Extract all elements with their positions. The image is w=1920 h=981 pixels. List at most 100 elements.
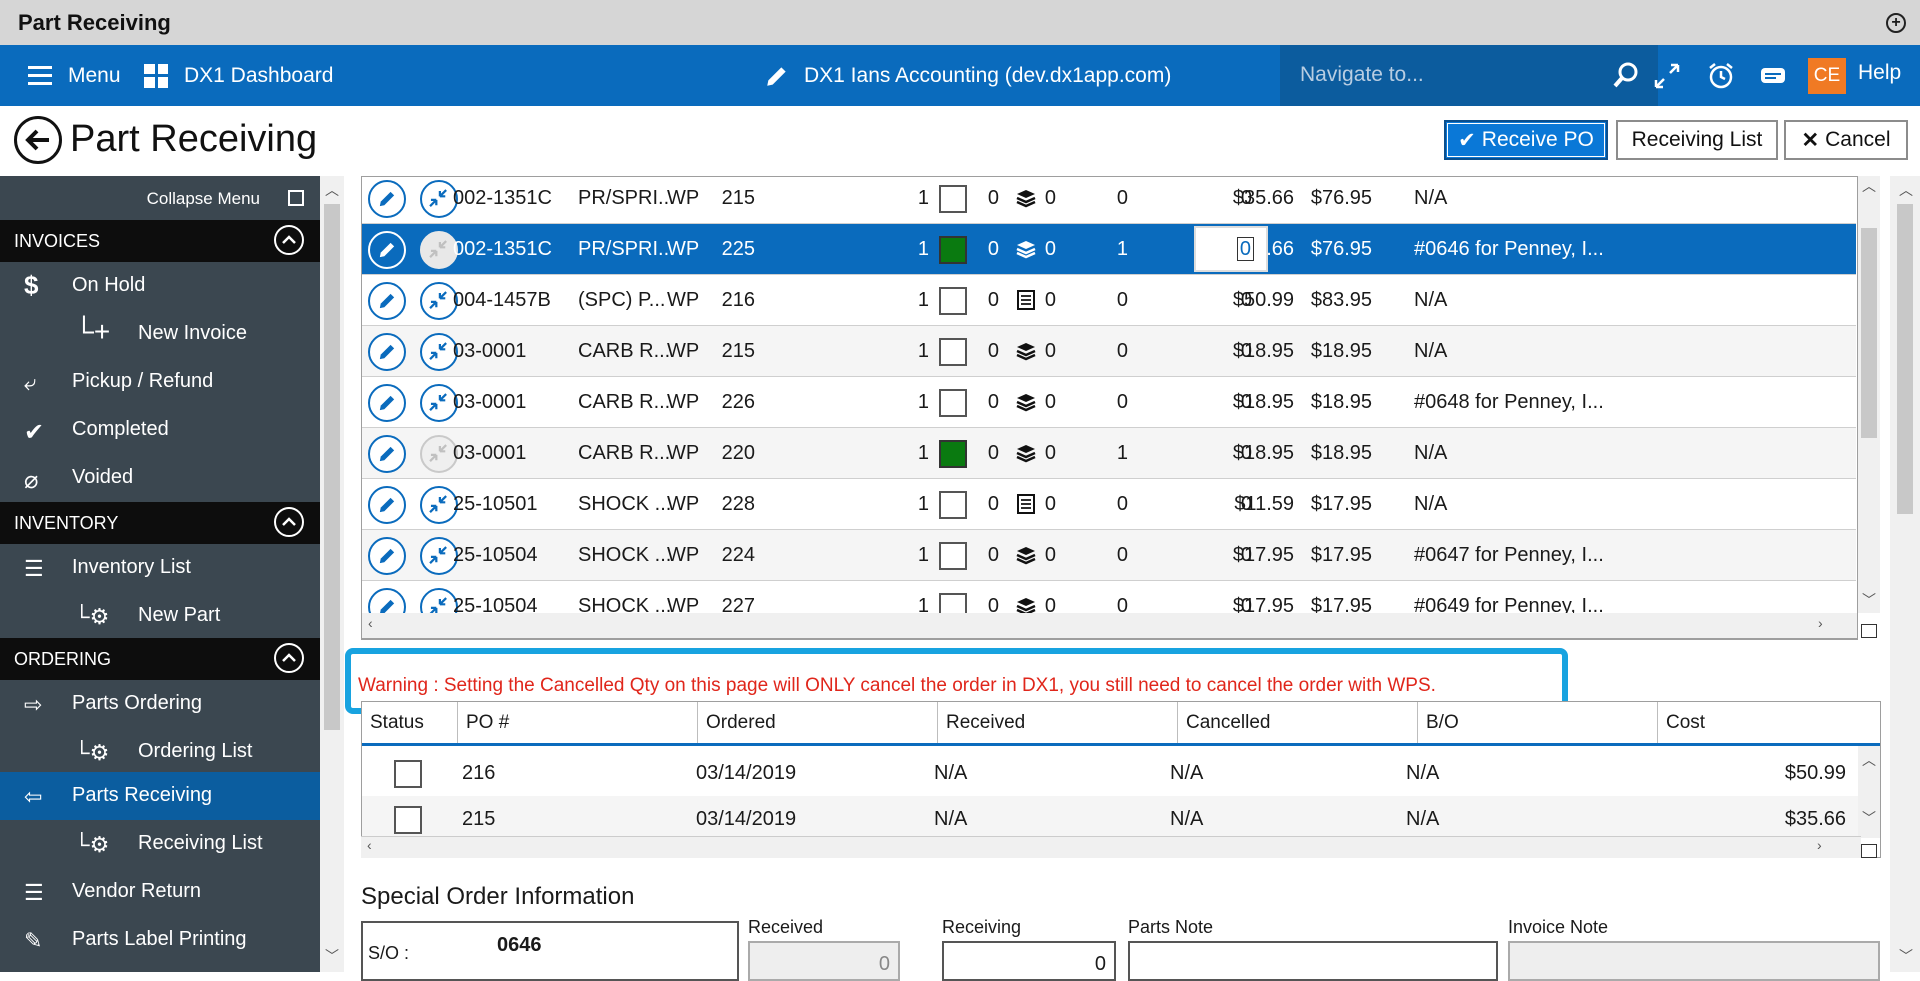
expand-icon[interactable]: [1652, 61, 1682, 91]
header-po[interactable]: PO #: [458, 702, 698, 743]
receive-arrows-icon[interactable]: [420, 333, 458, 371]
sidebar-item-voided[interactable]: ⌀ Voided: [0, 454, 320, 502]
receive-arrows-icon[interactable]: [420, 435, 458, 473]
edit-pencil-icon[interactable]: [368, 282, 406, 320]
received-checkbox[interactable]: [939, 389, 967, 417]
sidebar-item-parts-ordering[interactable]: ⇨ Parts Ordering: [0, 680, 320, 728]
po-status-checkbox[interactable]: [394, 806, 422, 834]
receive-arrows-icon[interactable]: [420, 537, 458, 575]
po-table-vscrollbar[interactable]: ︿ ﹀: [1858, 746, 1880, 838]
menu-button[interactable]: Menu: [28, 45, 121, 106]
parts-row[interactable]: 25-10501 SHOCK ... WP 228 1 0 0 0 $11.59 $17.95 N/…: [362, 479, 1856, 530]
parts-row[interactable]: 002-1351C PR/SPRI... WP 215 1 0 0 0 $35.66 $76.95…: [362, 177, 1856, 224]
parts-note-field[interactable]: [1128, 941, 1498, 981]
cancelled-qty-input[interactable]: 0: [1194, 226, 1268, 272]
parts-row[interactable]: 25-10504 SHOCK ... WP 224 1 0 0 0 $17.95 $17.95 #0…: [362, 530, 1856, 581]
edit-pencil-icon[interactable]: [368, 180, 406, 218]
parts-row[interactable]: 002-1351CPR/SPRI...WP2251001$35.66$76.95…: [362, 224, 1856, 275]
received-checkbox[interactable]: [939, 491, 967, 519]
parts-grid-hscrollbar[interactable]: ‹ ›: [361, 613, 1858, 639]
parts-row[interactable]: 03-0001 CARB R... WP 220 1 0 0 1 $18.95 $18.95 N/A…: [362, 428, 1856, 479]
section-ordering[interactable]: ORDERING: [0, 638, 320, 680]
scroll-down-icon[interactable]: ﹀: [1899, 948, 1913, 964]
received-checkbox[interactable]: [939, 542, 967, 570]
scroll-right-icon[interactable]: ›: [1818, 615, 1823, 631]
edit-pencil-icon[interactable]: [368, 435, 406, 473]
dashboard-button[interactable]: DX1 Dashboard: [144, 45, 333, 106]
scroll-thumb[interactable]: [1897, 204, 1913, 514]
parts-row[interactable]: 03-0001 CARB R... WP 215 1 0 0 0 $18.95 $18.95 N/A…: [362, 326, 1856, 377]
chevron-up-icon[interactable]: [274, 225, 304, 255]
sidebar-item-ordering-list[interactable]: └⚙ Ordering List: [0, 728, 320, 776]
chevron-up-icon[interactable]: [274, 507, 304, 537]
cancel-button[interactable]: ✕ Cancel: [1784, 120, 1908, 160]
receiving-list-button[interactable]: Receiving List: [1616, 120, 1778, 160]
sidebar-item-on-hold[interactable]: $ On Hold: [0, 262, 320, 310]
edit-pencil-icon[interactable]: [368, 231, 406, 269]
header-bo[interactable]: B/O: [1418, 702, 1658, 743]
edit-pencil-icon[interactable]: [368, 537, 406, 575]
scroll-thumb[interactable]: [1861, 228, 1877, 438]
collapse-menu-button[interactable]: Collapse Menu: [0, 176, 320, 220]
scroll-left-icon[interactable]: ‹: [367, 837, 372, 853]
received-checkbox[interactable]: [939, 185, 967, 213]
sidebar-scrollbar[interactable]: ︿ ﹀: [320, 176, 344, 972]
header-received[interactable]: Received: [938, 702, 1178, 743]
sidebar-item-new-part[interactable]: └⚙ New Part: [0, 592, 320, 640]
sidebar-item-pickup-refund[interactable]: ⤶ Pickup / Refund: [0, 358, 320, 406]
sidebar-item-receiving-list[interactable]: └⚙ Receiving List: [0, 820, 320, 868]
invoice-note-field[interactable]: [1508, 941, 1880, 981]
scroll-up-icon[interactable]: ︿: [1899, 182, 1913, 198]
receive-arrows-icon[interactable]: [420, 180, 458, 218]
search-icon[interactable]: [1612, 61, 1640, 89]
po-table-hscrollbar[interactable]: ‹ ›: [361, 836, 1861, 858]
chat-icon[interactable]: [1758, 61, 1788, 91]
parts-row[interactable]: 004-1457B (SPC) P... WP 216 1 0 0 0 $50.99 $83.95…: [362, 275, 1856, 326]
received-checkbox[interactable]: [939, 287, 967, 315]
received-checkbox[interactable]: [939, 338, 967, 366]
grid-options-icon[interactable]: [1861, 844, 1877, 858]
sidebar-item-parts-receiving[interactable]: ⇦ Parts Receiving: [0, 772, 320, 820]
company-selector[interactable]: DX1 Ians Accounting (dev.dx1app.com): [764, 45, 1171, 106]
po-row[interactable]: 215 03/14/2019 N/A N/A N/A $35.66: [362, 796, 1858, 842]
scroll-up-icon[interactable]: ︿: [1862, 752, 1876, 768]
sidebar-item-inventory-list[interactable]: ☰ Inventory List: [0, 544, 320, 592]
receiving-field[interactable]: 0: [942, 941, 1116, 981]
grid-options-icon[interactable]: [1861, 624, 1877, 638]
received-checkbox[interactable]: [939, 440, 967, 468]
help-link[interactable]: Help: [1858, 61, 1902, 84]
back-button[interactable]: [14, 116, 62, 164]
edit-pencil-icon[interactable]: [368, 384, 406, 422]
chevron-up-icon[interactable]: [274, 643, 304, 673]
receive-arrows-icon[interactable]: [420, 486, 458, 524]
section-invoices[interactable]: INVOICES: [0, 220, 320, 262]
receive-arrows-icon[interactable]: [420, 231, 458, 269]
sidebar-item-parts-label-printing[interactable]: ✎ Parts Label Printing: [0, 916, 320, 964]
user-avatar[interactable]: CE: [1808, 58, 1846, 94]
edit-pencil-icon[interactable]: [368, 486, 406, 524]
main-vscrollbar[interactable]: ︿ ﹀: [1890, 176, 1920, 972]
scroll-up-icon[interactable]: ︿: [325, 182, 339, 198]
edit-pencil-icon[interactable]: [368, 333, 406, 371]
sidebar-item-new-invoice[interactable]: └+ New Invoice: [0, 310, 320, 358]
scroll-up-icon[interactable]: ︿: [1862, 178, 1876, 194]
scroll-down-icon[interactable]: ﹀: [1862, 810, 1876, 826]
po-status-checkbox[interactable]: [394, 760, 422, 788]
received-checkbox[interactable]: [939, 236, 967, 264]
sidebar-item-completed[interactable]: ✔ Completed: [0, 406, 320, 454]
receive-po-button[interactable]: ✔ Receive PO: [1444, 120, 1608, 160]
scroll-left-icon[interactable]: ‹: [368, 615, 373, 631]
receive-arrows-icon[interactable]: [420, 282, 458, 320]
parts-row[interactable]: 03-0001 CARB R... WP 226 1 0 0 0 $18.95 $18.95 #06…: [362, 377, 1856, 428]
po-row[interactable]: 216 03/14/2019 N/A N/A N/A $50.99: [362, 750, 1858, 796]
section-inventory[interactable]: INVENTORY: [0, 502, 320, 544]
navigate-input[interactable]: [1300, 60, 1600, 90]
scroll-thumb[interactable]: [324, 204, 340, 730]
scroll-right-icon[interactable]: ›: [1817, 837, 1822, 853]
add-icon[interactable]: +: [1886, 13, 1906, 33]
header-cancelled[interactable]: Cancelled: [1178, 702, 1418, 743]
sidebar-item-vendor-return[interactable]: ☰ Vendor Return: [0, 868, 320, 916]
header-status[interactable]: Status: [362, 702, 458, 743]
parts-grid-vscrollbar[interactable]: ︿ ﹀: [1858, 176, 1880, 613]
scroll-down-icon[interactable]: ﹀: [325, 948, 339, 964]
